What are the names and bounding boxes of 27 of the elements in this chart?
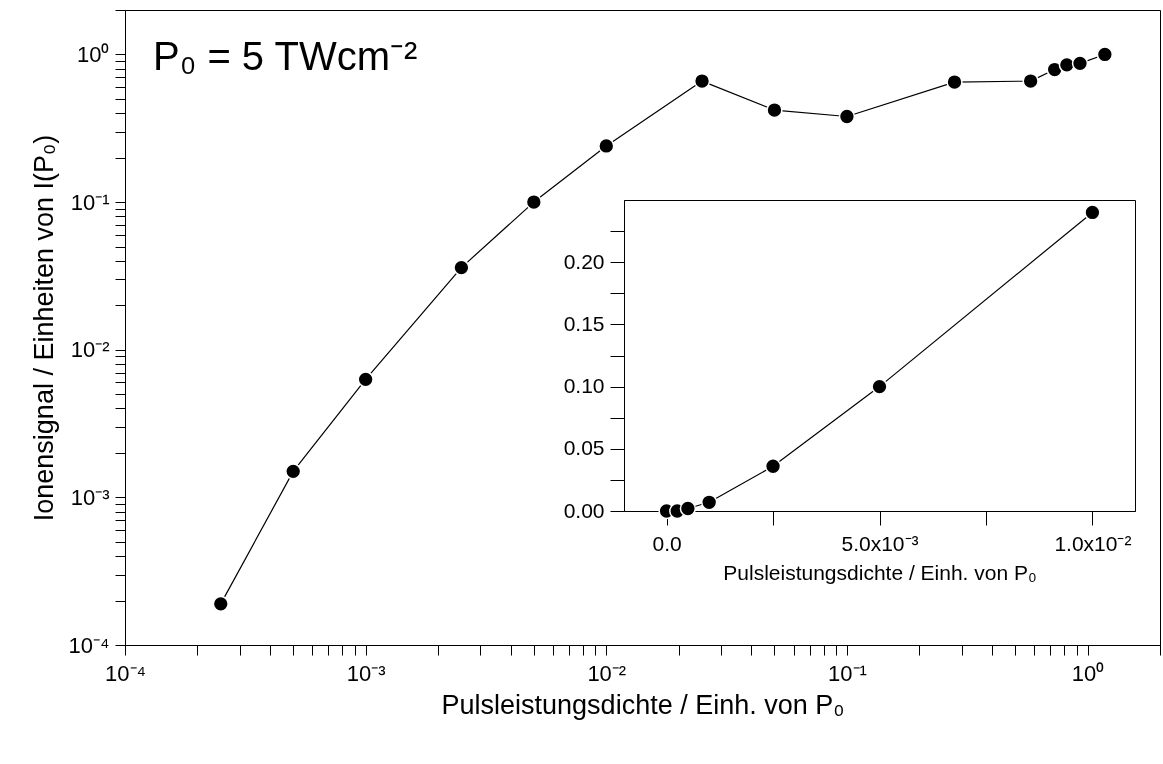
x-axis-title: Pulsleistungsdichte / Einh. von P₀ (441, 689, 845, 720)
y-tick-label: 0.20 (563, 249, 605, 273)
y-tick-label: 10⁻² (70, 337, 110, 363)
x-tick-label: 5.0x10⁻³ (841, 531, 919, 555)
x-tick-label: 10⁰ (1071, 660, 1105, 686)
point (679, 500, 697, 517)
y-tick-label: 0.15 (563, 311, 605, 335)
point (1084, 204, 1101, 221)
x-tick-label: 1.0x10⁻² (1054, 531, 1132, 555)
y-tick-label: 0.05 (563, 436, 605, 460)
x-tick-label: 0.0 (652, 531, 682, 555)
y-tick-label: 10⁻¹ (70, 189, 110, 215)
y-axis-title: Ionensignal / Einheiten von I(P₀) (28, 134, 59, 522)
x-tick-label: 10⁻¹ (828, 660, 867, 686)
x-axis-title: Pulsleistungsdichte / Einh. von P₀ (723, 560, 1037, 584)
y-tick-label: 0.00 (563, 498, 605, 522)
x-tick-label: 10⁻³ (346, 660, 386, 686)
point (764, 458, 782, 475)
y-tick-label: 10⁰ (77, 41, 110, 67)
y-tick-label: 10⁻³ (70, 484, 110, 510)
y-tick-label: 0.10 (563, 374, 605, 398)
point (701, 494, 718, 511)
y-tick-label: 10⁻⁴ (68, 632, 110, 658)
point (871, 378, 888, 395)
annotation: P₀ = 5 TWcm⁻² (153, 34, 418, 78)
x-tick-label: 10⁻² (587, 660, 627, 686)
x-tick-label: 10⁻⁴ (105, 660, 146, 686)
